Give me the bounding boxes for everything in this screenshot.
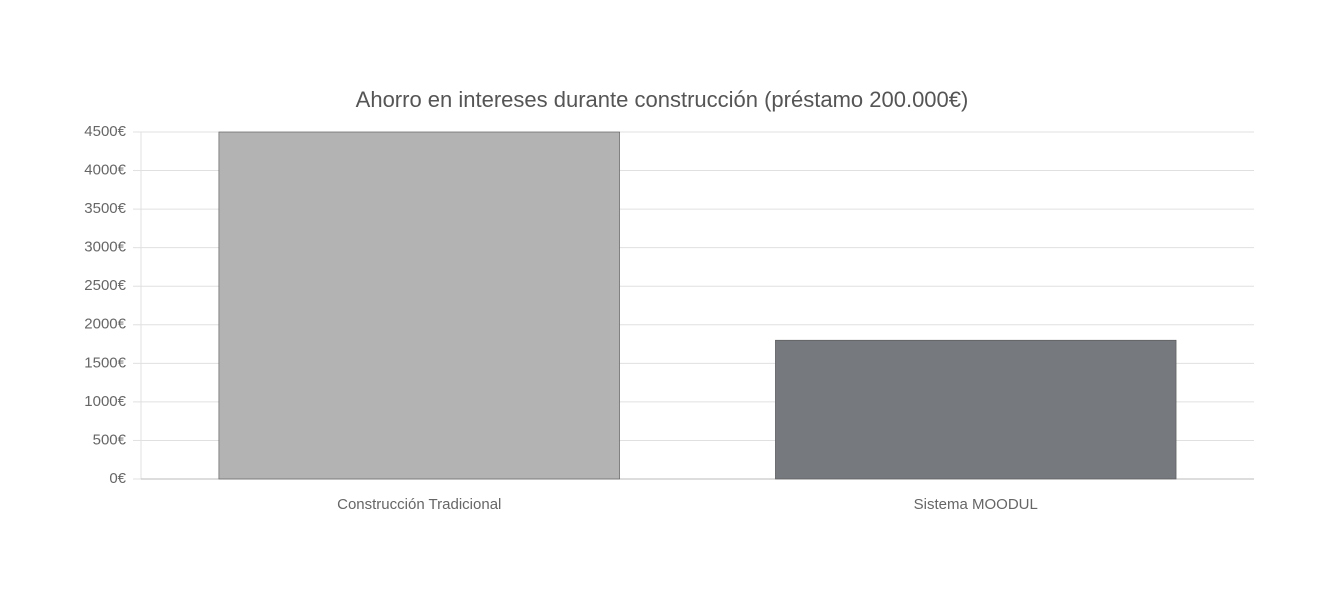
y-tick-label: 1500€: [84, 354, 126, 371]
y-tick-label: 2500€: [84, 277, 126, 294]
bar: [218, 131, 620, 480]
y-tick-label: 4500€: [84, 123, 126, 140]
y-tick-label: 4000€: [84, 162, 126, 179]
chart-title: Ahorro en intereses durante construcción…: [356, 87, 969, 112]
y-tick-label: 3000€: [84, 239, 126, 256]
y-tick-label: 500€: [93, 431, 127, 448]
bar: [775, 339, 1177, 480]
x-tick-label: Construcción Tradicional: [337, 496, 501, 513]
y-tick-label: 1000€: [84, 393, 126, 410]
x-tick-label: Sistema MOODUL: [914, 496, 1038, 513]
y-tick-label: 2000€: [84, 316, 126, 333]
y-tick-label: 3500€: [84, 200, 126, 217]
y-tick-label: 0€: [109, 470, 126, 487]
